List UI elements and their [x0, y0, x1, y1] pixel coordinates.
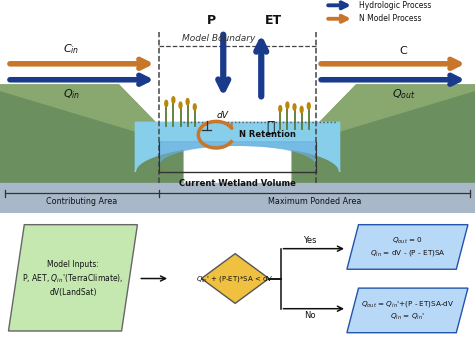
Text: $Q_{in}$: $Q_{in}$	[63, 87, 80, 100]
Polygon shape	[0, 0, 475, 213]
Polygon shape	[347, 288, 468, 333]
Text: Hydrologic Process: Hydrologic Process	[359, 1, 431, 10]
Polygon shape	[292, 85, 475, 213]
Polygon shape	[0, 182, 475, 213]
Text: Current Wetland Volume: Current Wetland Volume	[179, 179, 296, 188]
Text: Yes: Yes	[303, 236, 316, 245]
Text: Contributing Area: Contributing Area	[46, 198, 117, 206]
Text: $Q_{in}$' + (P-ET)*SA < dV: $Q_{in}$' + (P-ET)*SA < dV	[196, 273, 274, 284]
Text: N Model Process: N Model Process	[359, 14, 421, 23]
Text: $C_{in}$: $C_{in}$	[63, 42, 79, 56]
Text: 🦆: 🦆	[266, 121, 275, 134]
Polygon shape	[9, 225, 137, 331]
Ellipse shape	[179, 102, 182, 108]
Text: Model Inputs:
P, AET, $Q_{in}$'(TerraClimate),
dV(LandSat): Model Inputs: P, AET, $Q_{in}$'(TerraCli…	[22, 260, 124, 297]
Ellipse shape	[286, 102, 289, 108]
Polygon shape	[0, 85, 183, 145]
Ellipse shape	[300, 106, 303, 113]
Text: C: C	[400, 46, 408, 56]
Text: Maximum Ponded Area: Maximum Ponded Area	[268, 198, 361, 206]
Ellipse shape	[165, 100, 168, 107]
Ellipse shape	[193, 104, 196, 110]
Text: P: P	[207, 14, 216, 27]
Polygon shape	[159, 142, 316, 165]
Text: ET: ET	[265, 14, 282, 27]
Text: Model Boundary: Model Boundary	[182, 34, 255, 43]
Text: dV: dV	[216, 111, 228, 120]
Ellipse shape	[307, 103, 310, 109]
Text: No: No	[304, 311, 315, 320]
Text: $Q_{out}$: $Q_{out}$	[392, 87, 416, 100]
Polygon shape	[292, 85, 475, 145]
Ellipse shape	[186, 98, 189, 105]
Ellipse shape	[172, 97, 175, 103]
Polygon shape	[347, 225, 468, 269]
Text: $Q_{out}$ = $Q_{in}$'+(P - ET)SA-dV
$Q_{in}$ = $Q_{in}$': $Q_{out}$ = $Q_{in}$'+(P - ET)SA-dV $Q_{…	[361, 299, 454, 322]
Polygon shape	[201, 254, 269, 303]
Polygon shape	[0, 85, 183, 213]
Ellipse shape	[293, 104, 296, 110]
Text: N Retention: N Retention	[239, 130, 296, 139]
Text: $Q_{out}$ = 0
$Q_{in}$ = dV - (P - ET)SA: $Q_{out}$ = 0 $Q_{in}$ = dV - (P - ET)SA	[370, 236, 445, 258]
Ellipse shape	[279, 106, 282, 112]
Polygon shape	[135, 122, 340, 172]
